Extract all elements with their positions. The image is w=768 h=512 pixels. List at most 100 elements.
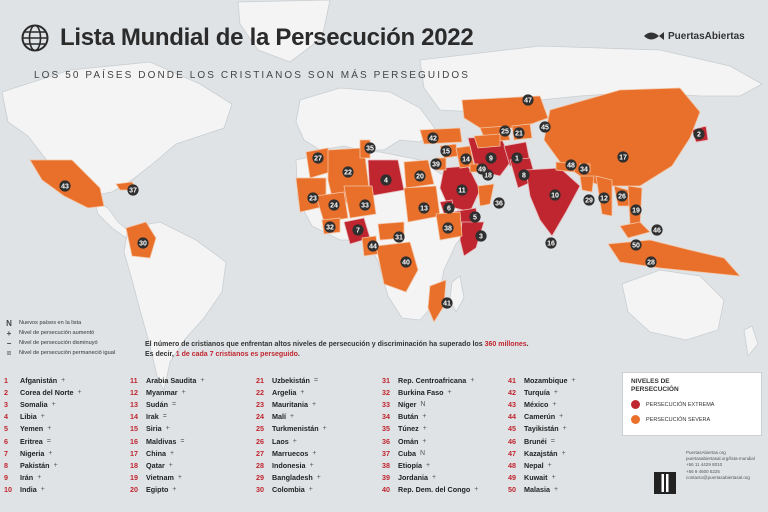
rank-marker-circle xyxy=(583,194,595,206)
country-name: Irak xyxy=(146,412,159,422)
rank-marker-4[interactable]: 4 xyxy=(380,174,392,186)
rank-marker-circle xyxy=(367,240,379,252)
rank-marker-42[interactable]: 42 xyxy=(427,132,439,144)
ranking-item: 50 Malasia + xyxy=(508,484,628,496)
rank-marker-11[interactable]: 11 xyxy=(456,184,468,196)
rank-marker-45[interactable]: 45 xyxy=(539,121,551,133)
rank-number: 40 xyxy=(382,485,390,495)
rank-marker-43[interactable]: 43 xyxy=(59,180,71,192)
rank-marker-39[interactable]: 39 xyxy=(430,158,442,170)
rank-marker-label: 36 xyxy=(495,200,503,207)
rank-marker-26[interactable]: 26 xyxy=(616,190,628,202)
brand-logo[interactable]: PuertasAbiertas xyxy=(643,30,745,42)
rank-marker-17[interactable]: 17 xyxy=(617,151,629,163)
rank-marker-41[interactable]: 41 xyxy=(441,297,453,309)
rank-marker-28[interactable]: 28 xyxy=(645,256,657,268)
rank-number: 33 xyxy=(382,399,390,409)
rank-marker-label: 47 xyxy=(524,97,532,104)
contact-line[interactable]: contacto@puertasabiertasal.org xyxy=(686,474,750,480)
rank-number: 31 xyxy=(382,375,390,385)
rank-marker-49[interactable]: 49 xyxy=(476,163,488,175)
new-zealand xyxy=(743,325,759,357)
trend-icon: + xyxy=(200,376,205,384)
rank-marker-label: 19 xyxy=(632,207,640,214)
rank-marker-38[interactable]: 38 xyxy=(442,222,454,234)
rank-marker-27[interactable]: 27 xyxy=(312,152,324,164)
page-title: Lista Mundial de la Persecución 2022 xyxy=(60,24,474,51)
symbol-legend-row: + Nivel de persecución aumentó xyxy=(5,328,115,338)
rank-marker-40[interactable]: 40 xyxy=(400,256,412,268)
ranking-item: 17 China + xyxy=(130,447,250,459)
country-name: Mauritania xyxy=(272,399,308,409)
rank-marker-12[interactable]: 12 xyxy=(598,192,610,204)
rank-marker-3[interactable]: 3 xyxy=(475,230,487,242)
country-name: Indonesia xyxy=(272,460,306,470)
rank-marker-16[interactable]: 16 xyxy=(545,237,557,249)
rank-marker-14[interactable]: 14 xyxy=(460,153,472,165)
trend-icon: + xyxy=(48,449,53,457)
rank-marker-24[interactable]: 24 xyxy=(328,199,340,211)
rank-marker-7[interactable]: 7 xyxy=(352,224,364,236)
ranking-item: 5 Yemen + xyxy=(4,423,124,435)
rank-marker-35[interactable]: 35 xyxy=(364,142,376,154)
rank-marker-25[interactable]: 25 xyxy=(499,125,511,137)
symbol-legend-row: − Nivel de persecución disminuyó xyxy=(5,338,115,348)
rank-marker-label: 38 xyxy=(444,225,452,232)
rank-marker-label: 30 xyxy=(139,240,147,247)
trend-icon: + xyxy=(553,486,559,494)
ranking-item: 6 Eritrea = xyxy=(4,435,124,447)
rank-marker-15[interactable]: 15 xyxy=(440,145,452,157)
rank-marker-2[interactable]: 2 xyxy=(693,128,705,140)
ranking-item: 39 Jordania + xyxy=(382,472,502,484)
rank-marker-20[interactable]: 20 xyxy=(414,170,426,182)
rank-marker-31[interactable]: 31 xyxy=(393,231,405,243)
notice-text: . xyxy=(297,351,300,358)
ranking-item: 2 Corea del Norte + xyxy=(4,386,124,398)
rank-marker-label: 14 xyxy=(462,156,470,163)
rank-marker-33[interactable]: 33 xyxy=(359,199,371,211)
rank-marker-circle xyxy=(598,192,610,204)
rank-marker-30[interactable]: 30 xyxy=(137,237,149,249)
ranking-item: 23 Mauritania + xyxy=(256,398,376,410)
rank-marker-10[interactable]: 10 xyxy=(549,189,561,201)
rank-marker-50[interactable]: 50 xyxy=(630,239,642,251)
contact-line[interactable]: PuertasAbiertas.org xyxy=(686,450,726,455)
rank-marker-5[interactable]: 5 xyxy=(469,211,481,223)
rank-marker-47[interactable]: 47 xyxy=(522,94,534,106)
rank-marker-22[interactable]: 22 xyxy=(342,166,354,178)
rank-marker-44[interactable]: 44 xyxy=(367,240,379,252)
qr-code-icon[interactable] xyxy=(654,472,676,494)
rank-marker-46[interactable]: 46 xyxy=(651,224,663,236)
ranking-item: 45 Tayikistán + xyxy=(508,423,628,435)
rank-number: 34 xyxy=(382,412,390,422)
rank-marker-circle xyxy=(645,256,657,268)
rank-number: 22 xyxy=(256,387,264,397)
notice-line-1: El número de cristianos que enfrentan al… xyxy=(145,340,595,350)
rank-marker-29[interactable]: 29 xyxy=(583,194,595,206)
rank-marker-19[interactable]: 19 xyxy=(630,204,642,216)
rank-marker-37[interactable]: 37 xyxy=(127,184,139,196)
rank-marker-1[interactable]: 1 xyxy=(511,152,523,164)
rank-marker-32[interactable]: 32 xyxy=(324,221,336,233)
rank-marker-circle xyxy=(630,239,642,251)
rank-marker-6[interactable]: 6 xyxy=(443,202,455,214)
ranking-item: 44 Camerún + xyxy=(508,411,628,423)
rank-marker-circle xyxy=(414,170,426,182)
rank-marker-label: 21 xyxy=(515,130,523,137)
rank-marker-48[interactable]: 48 xyxy=(565,159,577,171)
ranking-item: 24 Malí + xyxy=(256,411,376,423)
rank-marker-21[interactable]: 21 xyxy=(513,127,525,139)
rank-marker-36[interactable]: 36 xyxy=(493,197,505,209)
rank-marker-8[interactable]: 8 xyxy=(518,169,530,181)
rank-marker-label: 22 xyxy=(344,169,352,176)
rank-number: 48 xyxy=(508,460,516,470)
rank-marker-34[interactable]: 34 xyxy=(578,163,590,175)
country-name: Bután xyxy=(398,412,419,422)
rank-marker-13[interactable]: 13 xyxy=(418,202,430,214)
country-name: Nepal xyxy=(524,460,544,470)
ranking-item: 13 Sudán = xyxy=(130,398,250,410)
country-turkmenistan xyxy=(473,133,501,149)
contact-line[interactable]: puertasabiertasal.org/lista-mundial xyxy=(686,456,755,462)
rank-marker-23[interactable]: 23 xyxy=(307,192,319,204)
rank-marker-9[interactable]: 9 xyxy=(485,152,497,164)
